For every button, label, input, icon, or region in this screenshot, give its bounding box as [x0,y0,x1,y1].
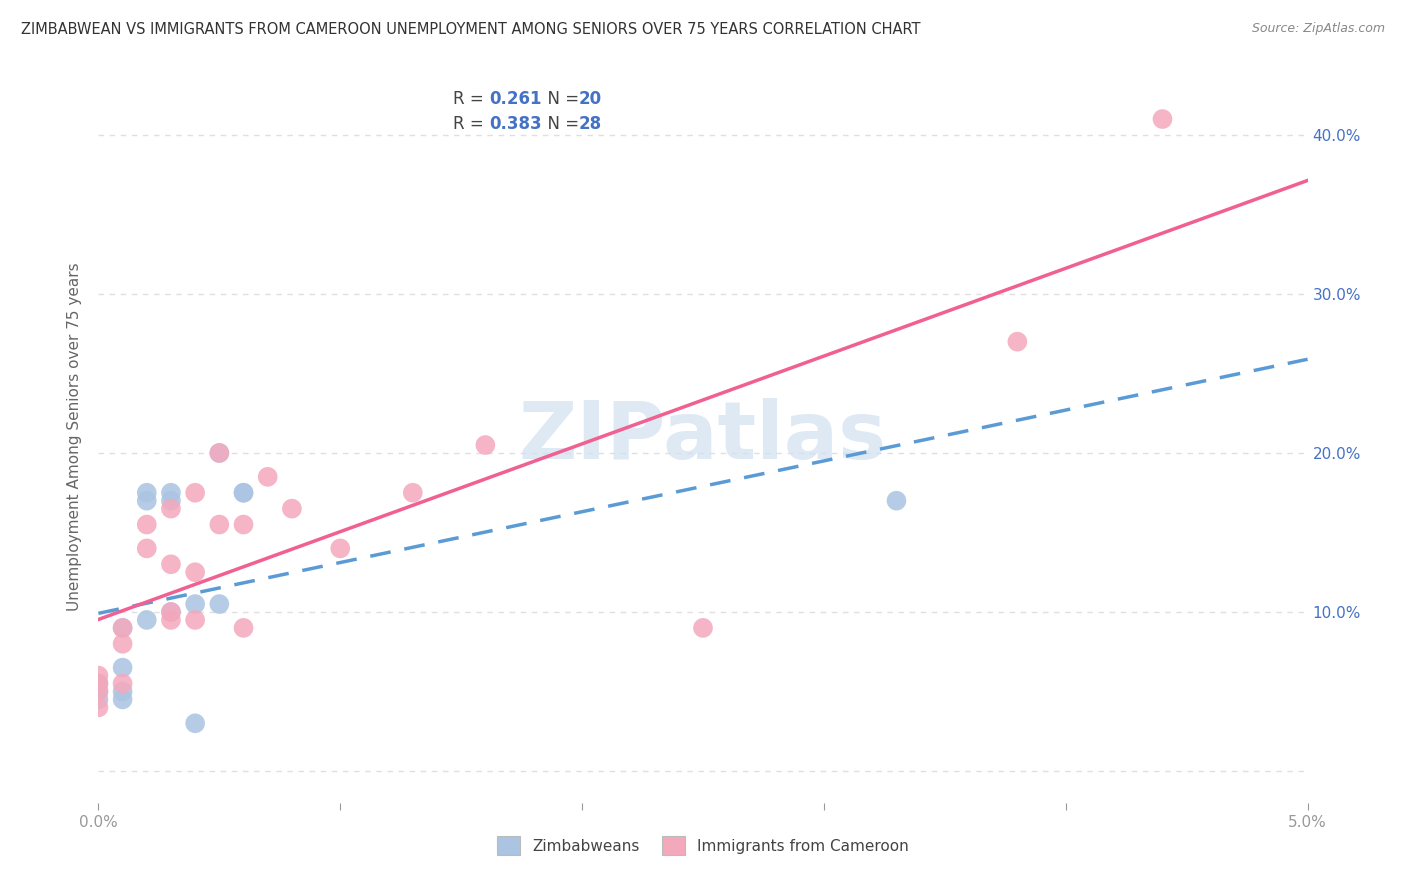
Point [160,605,183,619]
Text: 0.383: 0.383 [489,115,541,133]
Point [232,517,254,532]
Point [184,597,207,611]
Point [87,676,110,690]
Point [1007,334,1029,349]
Point [281,501,304,516]
Point [160,493,183,508]
Point [184,613,207,627]
Legend: Zimbabweans, Immigrants from Cameroon: Zimbabweans, Immigrants from Cameroon [491,830,915,861]
Point [208,446,231,460]
Point [208,597,231,611]
Point [87,684,110,698]
Point [111,692,134,706]
Point [135,485,157,500]
Point [402,485,425,500]
Point [232,485,254,500]
Point [160,613,183,627]
Point [1152,112,1174,126]
Text: N =: N = [537,115,585,133]
Point [160,485,183,500]
Point [886,493,908,508]
Point [160,558,183,572]
Point [111,676,134,690]
Point [135,613,157,627]
Text: 28: 28 [578,115,602,133]
Point [232,621,254,635]
Point [135,517,157,532]
Point [160,605,183,619]
Point [111,684,134,698]
Point [87,684,110,698]
Point [111,660,134,674]
Point [692,621,714,635]
Point [232,485,254,500]
Point [208,517,231,532]
Point [111,621,134,635]
Text: R =: R = [453,90,489,108]
Point [208,446,231,460]
Point [111,637,134,651]
Point [256,470,278,484]
Point [111,621,134,635]
Point [87,700,110,714]
Point [474,438,496,452]
Point [184,485,207,500]
Point [329,541,352,556]
Point [135,493,157,508]
Text: 0.261: 0.261 [489,90,541,108]
Point [87,692,110,706]
Text: R =: R = [453,115,489,133]
Point [87,668,110,682]
Point [87,676,110,690]
Point [135,541,157,556]
Point [184,716,207,731]
Text: ZIMBABWEAN VS IMMIGRANTS FROM CAMEROON UNEMPLOYMENT AMONG SENIORS OVER 75 YEARS : ZIMBABWEAN VS IMMIGRANTS FROM CAMEROON U… [21,22,921,37]
Point [160,501,183,516]
Point [184,566,207,580]
Text: ZIPatlas: ZIPatlas [519,398,887,476]
Y-axis label: Unemployment Among Seniors over 75 years: Unemployment Among Seniors over 75 years [67,263,83,611]
Text: 20: 20 [578,90,602,108]
Text: N =: N = [537,90,585,108]
Text: Source: ZipAtlas.com: Source: ZipAtlas.com [1251,22,1385,36]
